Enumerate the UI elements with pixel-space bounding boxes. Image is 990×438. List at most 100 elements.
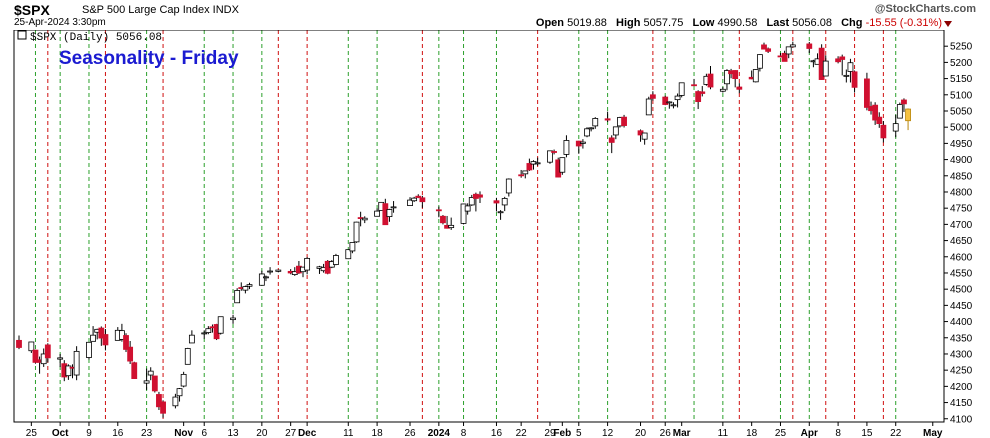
candle <box>670 102 677 109</box>
candle <box>736 83 743 94</box>
legend-text: $SPX (Daily) 5056.08 <box>30 32 162 44</box>
candle <box>547 150 553 164</box>
candle <box>563 135 570 158</box>
candle <box>526 158 533 171</box>
x-tick-label: 8 <box>835 428 841 438</box>
candle <box>534 157 541 166</box>
candle <box>345 249 352 260</box>
candle <box>184 347 191 365</box>
x-tick-label: Nov <box>174 428 193 438</box>
candle <box>691 78 697 87</box>
candle <box>674 93 681 108</box>
x-tick-label: 11 <box>718 428 729 438</box>
x-tick-label: 23 <box>141 428 153 438</box>
x-tick-label: Oct <box>52 428 69 438</box>
candle <box>98 326 105 346</box>
candle <box>201 330 208 339</box>
x-tick-label: 26 <box>404 428 416 438</box>
candle <box>217 316 224 335</box>
y-tick-label: 5050 <box>950 106 973 117</box>
plot-frame <box>13 30 945 423</box>
high-label: High <box>616 17 641 29</box>
candle <box>666 101 673 109</box>
candle <box>695 90 702 110</box>
candle <box>16 335 22 350</box>
candle <box>732 70 739 88</box>
candle <box>258 270 265 286</box>
y-tick-label: 5100 <box>950 90 973 101</box>
candle <box>699 86 706 97</box>
candle <box>580 139 586 149</box>
candle <box>267 267 273 275</box>
candle <box>44 343 51 363</box>
y-tick-label: 4500 <box>950 285 973 296</box>
x-tick-label: 16 <box>112 428 124 438</box>
candle <box>40 348 47 367</box>
y-tick-label: 4600 <box>950 252 973 263</box>
candle <box>160 400 166 418</box>
y-tick-label: 4950 <box>950 139 973 150</box>
candle <box>32 349 39 364</box>
candle <box>901 98 907 112</box>
candle <box>843 69 850 83</box>
candle <box>468 194 475 206</box>
x-tick-label: 2024 <box>428 428 451 438</box>
x-tick-label: 20 <box>256 428 268 438</box>
candle <box>147 367 154 381</box>
y-tick-label: 4700 <box>950 220 973 231</box>
candle <box>57 353 64 367</box>
y-tick-label: 4450 <box>950 301 973 312</box>
candle <box>835 56 841 64</box>
y-tick-label: 5200 <box>950 58 973 69</box>
candle <box>839 54 846 76</box>
candle <box>645 96 652 116</box>
candle <box>390 201 397 213</box>
candle <box>156 391 162 411</box>
y-tick-label: 4900 <box>950 155 973 166</box>
low-value: 4990.58 <box>717 17 758 29</box>
candle <box>872 102 879 125</box>
candle <box>892 114 899 138</box>
candle <box>460 203 467 225</box>
candle <box>123 333 129 353</box>
candle <box>584 127 590 138</box>
y-tick-label: 5000 <box>950 123 973 134</box>
candle <box>90 326 96 342</box>
candle <box>559 157 566 175</box>
candles <box>16 41 911 418</box>
candle <box>641 132 648 145</box>
low-label: Low <box>692 17 715 29</box>
candle <box>151 375 158 393</box>
candle <box>876 112 883 128</box>
x-tick-label: 15 <box>861 428 873 438</box>
candle <box>102 329 109 351</box>
x-tick-label: 13 <box>227 428 239 438</box>
down-arrow-icon <box>944 21 952 27</box>
x-tick-label: 25 <box>26 428 38 438</box>
x-tick-label: Dec <box>298 428 317 438</box>
candle <box>678 82 685 98</box>
candle <box>86 341 92 360</box>
candle <box>608 135 615 154</box>
symbol-description: S&P 500 Large Cap Index INDX <box>82 4 239 16</box>
candle <box>176 387 183 402</box>
candle <box>765 47 772 54</box>
x-tick-label: 27 <box>285 428 297 438</box>
y-tick-label: 4150 <box>950 398 973 409</box>
brand-logo[interactable]: @StockCharts.com <box>874 3 976 15</box>
y-tick-label: 4350 <box>950 333 973 344</box>
candle <box>719 87 726 93</box>
candle <box>551 149 557 155</box>
y-tick-label: 4250 <box>950 366 973 377</box>
candle <box>374 208 380 217</box>
price-chart[interactable]: 4100 4150 4200 4250 4300 4350 4400 4450 4500 4550… <box>0 30 990 438</box>
candle <box>230 314 236 324</box>
candle <box>612 126 619 140</box>
candle <box>263 275 269 282</box>
x-tick-label: 29 <box>544 428 556 438</box>
candle <box>592 117 599 129</box>
candle <box>127 341 134 365</box>
x-tick-label: 12 <box>602 428 614 438</box>
candle <box>851 70 858 93</box>
quote-datetime: 25-Apr-2024 3:30pm <box>14 17 106 28</box>
